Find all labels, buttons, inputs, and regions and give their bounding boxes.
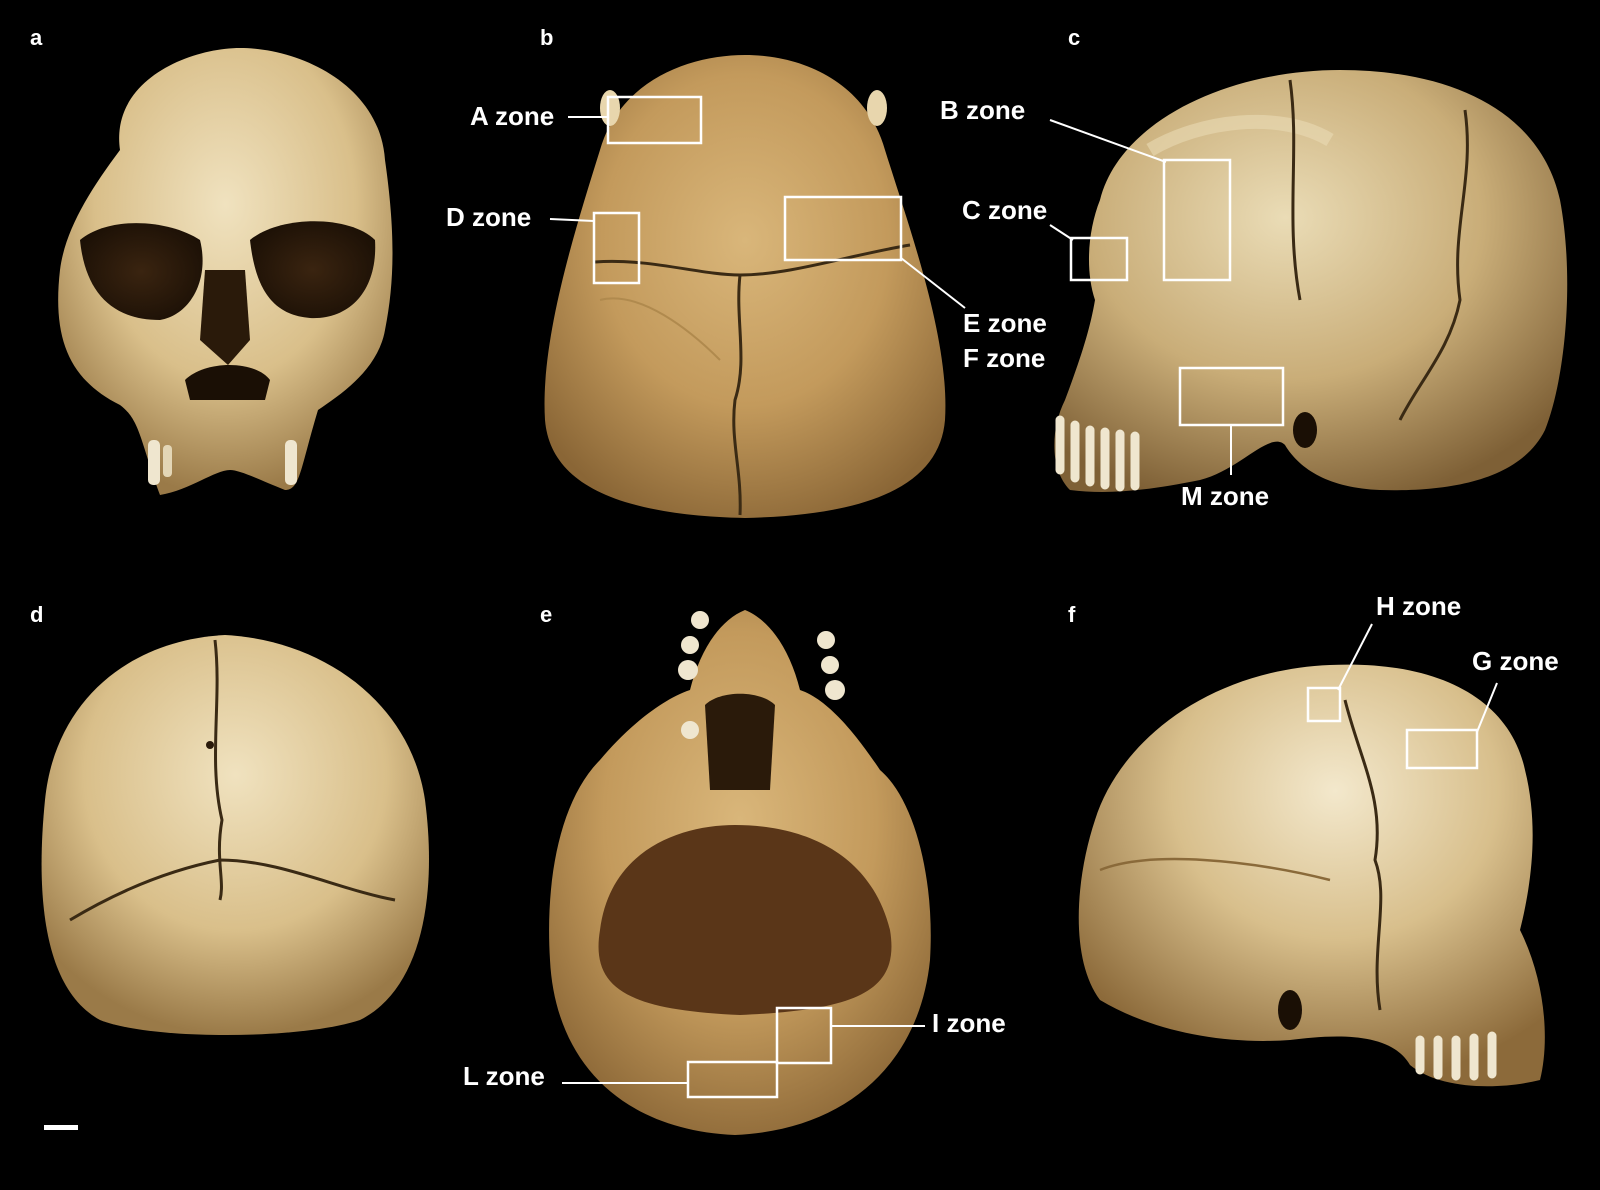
panel-b-skull-superior: [544, 55, 946, 518]
zone-label-a: A zone: [470, 101, 554, 131]
panel-letter-b: b: [540, 25, 553, 50]
zone-box-d: [592, 211, 641, 285]
zone-label-e: E zone: [963, 308, 1047, 338]
leader-d: [549, 218, 595, 222]
zone-label-f: F zone: [963, 343, 1045, 373]
leader-g: [1476, 682, 1498, 733]
panel-letter-c: c: [1068, 25, 1080, 50]
zone-box-e-f: [783, 195, 903, 262]
zone-label-c: C zone: [962, 195, 1047, 225]
panel-letter-f: f: [1068, 602, 1076, 627]
panel-c-skull-lateral: [1054, 70, 1568, 492]
zone-label-h: H zone: [1376, 591, 1461, 621]
panel-e-skull-inferior: [549, 610, 931, 1135]
panel-d-skull-posterior: [41, 635, 429, 1035]
zone-box-c: [1069, 236, 1129, 282]
zone-box-l: [686, 1060, 779, 1099]
zone-label-g: G zone: [1472, 646, 1559, 676]
panel-letter-a: a: [30, 25, 43, 50]
zone-box-h: [1306, 686, 1342, 723]
zone-box-i: [775, 1006, 833, 1065]
leader-e-f: [900, 257, 966, 309]
zone-box-a: [606, 95, 703, 145]
panel-letter-e: e: [540, 602, 552, 627]
panel-letter-d: d: [30, 602, 43, 627]
zone-label-d: D zone: [446, 202, 531, 232]
zone-label-m: M zone: [1181, 481, 1269, 511]
zone-label-b: B zone: [940, 95, 1025, 125]
leader-c: [1049, 224, 1074, 241]
scale-bar: [44, 1125, 78, 1130]
panel-f-skull-lateral: [1078, 664, 1545, 1087]
zone-box-b: [1162, 158, 1232, 282]
leader-h: [1337, 623, 1373, 691]
leader-b: [1049, 119, 1167, 163]
zone-box-g: [1405, 728, 1479, 770]
zone-label-l: L zone: [463, 1061, 545, 1091]
zone-label-i: I zone: [932, 1008, 1006, 1038]
panel-a-skull-frontal: [58, 48, 393, 495]
